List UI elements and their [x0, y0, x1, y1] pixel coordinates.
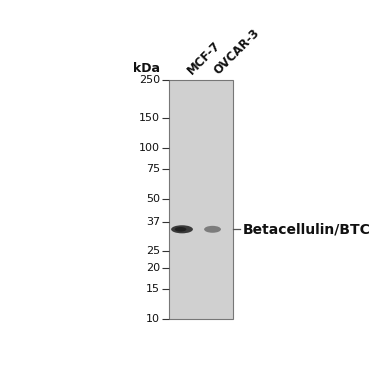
Text: 150: 150 — [139, 112, 160, 123]
Text: 20: 20 — [146, 263, 160, 273]
Text: 100: 100 — [139, 143, 160, 153]
Text: 50: 50 — [146, 195, 160, 204]
Text: 10: 10 — [146, 314, 160, 324]
Text: kDa: kDa — [133, 62, 160, 75]
Text: OVCAR-3: OVCAR-3 — [211, 26, 262, 77]
Text: 75: 75 — [146, 164, 160, 174]
FancyBboxPatch shape — [169, 80, 233, 320]
Text: MCF-7: MCF-7 — [185, 39, 223, 77]
Text: 250: 250 — [139, 75, 160, 85]
Text: Betacellulin/BTC: Betacellulin/BTC — [243, 222, 371, 236]
Text: 37: 37 — [146, 217, 160, 227]
Ellipse shape — [204, 226, 221, 233]
Ellipse shape — [171, 225, 193, 233]
Text: 25: 25 — [146, 246, 160, 256]
Ellipse shape — [175, 227, 186, 232]
Text: 15: 15 — [146, 284, 160, 294]
